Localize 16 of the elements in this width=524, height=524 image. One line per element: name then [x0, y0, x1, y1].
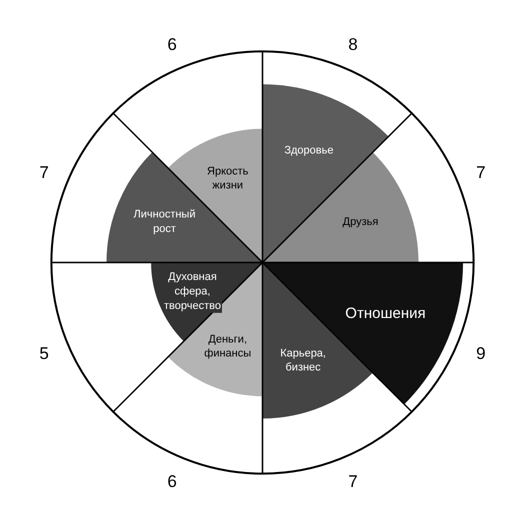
- category-label: Отношения: [345, 304, 426, 322]
- data-label: 6: [167, 35, 177, 54]
- category-label: Друзья: [342, 216, 378, 228]
- category-label: Духовная сфера, творчество: [164, 271, 221, 312]
- data-label: 7: [476, 163, 486, 182]
- data-label: 6: [167, 472, 177, 491]
- data-label: 8: [348, 35, 358, 54]
- category-label: Яркость жизни: [207, 165, 249, 192]
- data-label: 5: [39, 344, 49, 363]
- data-label: 9: [476, 344, 486, 363]
- category-label: Здоровье: [284, 144, 334, 157]
- data-label: 7: [348, 472, 358, 491]
- data-label: 7: [39, 163, 49, 182]
- category-label: Личностный рост: [134, 208, 196, 236]
- category-label: Карьера, бизнес: [280, 347, 326, 374]
- category-label: Деньги, финансы: [204, 333, 252, 360]
